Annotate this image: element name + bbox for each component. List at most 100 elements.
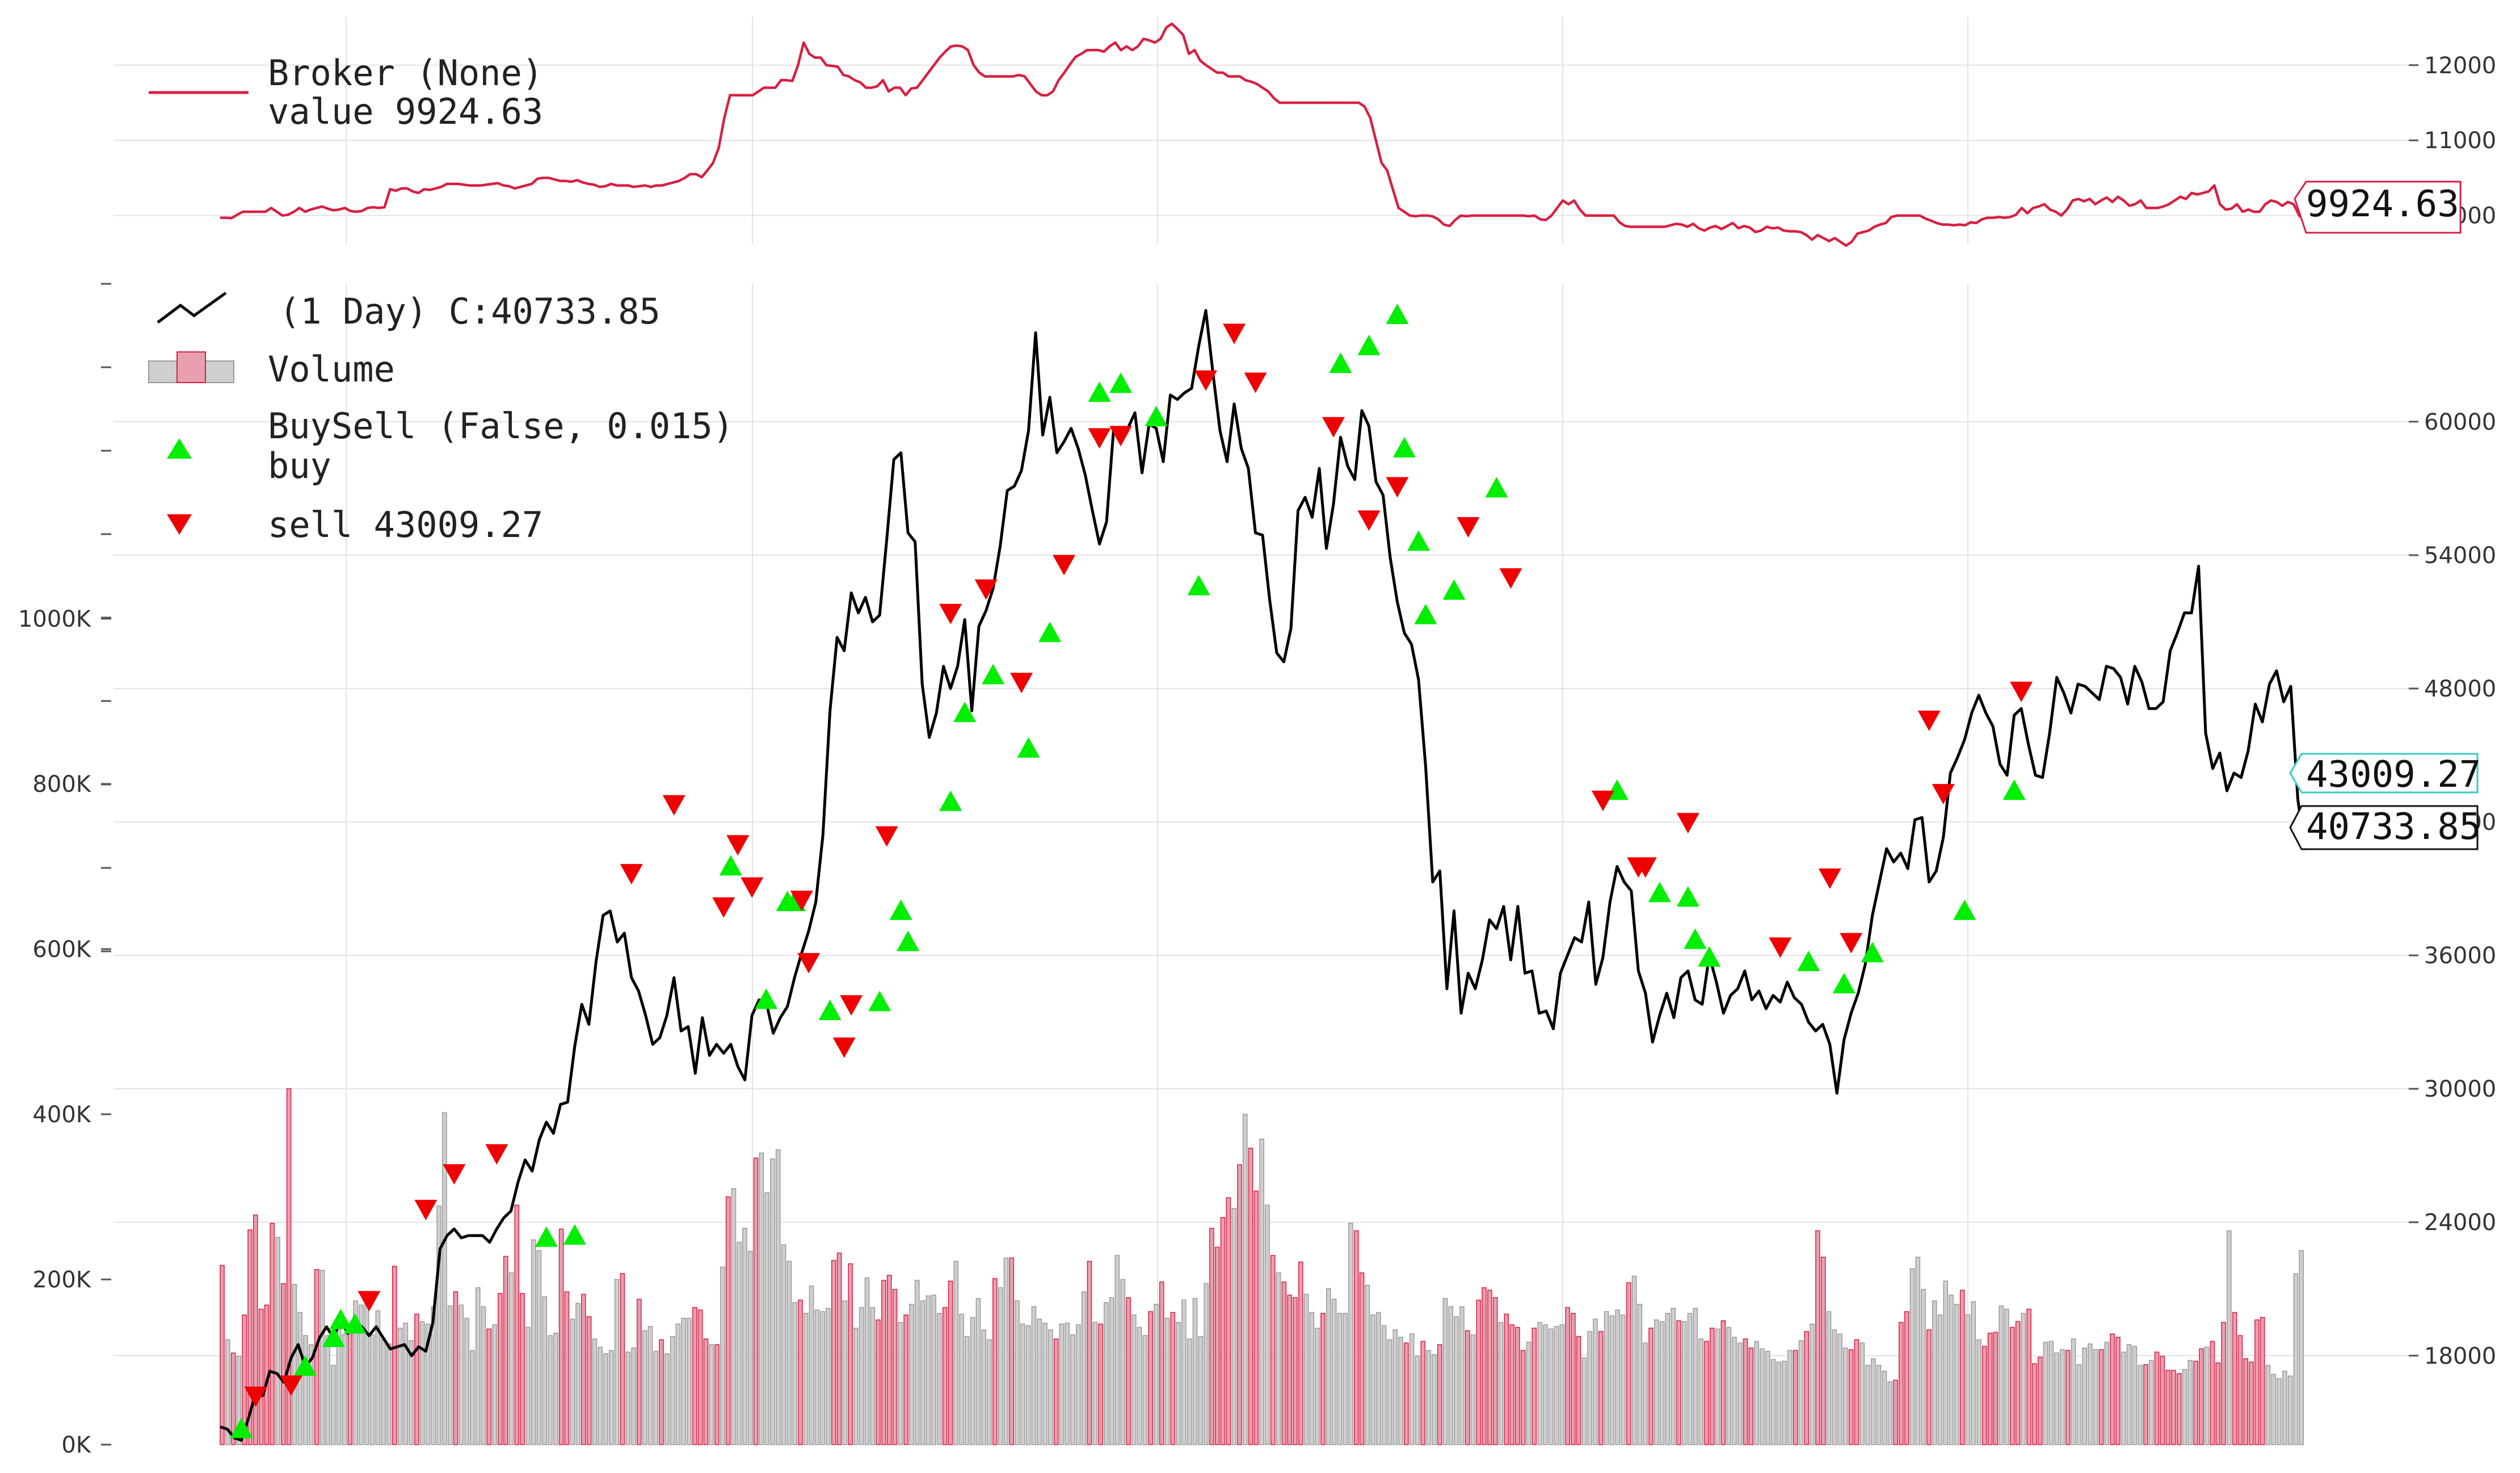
buy-marker: [329, 1308, 352, 1329]
volume-bar-down: [1326, 1288, 1331, 1445]
volume-bar-down: [914, 1279, 920, 1445]
sell-marker: [485, 1144, 508, 1165]
volume-bar-down: [1331, 1299, 1337, 1445]
volume-bar-down: [1621, 1314, 1626, 1445]
broker-panel: 120001100010000 Broker (None) value 9924…: [113, 17, 2496, 247]
volume-bar-up: [581, 1294, 586, 1445]
volume-bar-down: [1454, 1316, 1459, 1445]
volume-bar-up: [836, 1252, 842, 1445]
volume-bar-up: [1298, 1261, 1303, 1445]
volume-bar-down: [1526, 1341, 1532, 1445]
volume-bar-down: [1204, 1283, 1209, 1445]
volume-bar-up: [876, 1319, 881, 1445]
volume-bar-up: [1709, 1328, 1715, 1445]
volume-bar-down: [1070, 1334, 1075, 1445]
broker-legend-title: Broker (None): [268, 52, 543, 94]
volume-bar-down: [1092, 1321, 1098, 1445]
volume-bar-down: [1949, 1294, 1954, 1445]
volume-bar-down: [236, 1356, 242, 1445]
sell-marker: [1591, 790, 1614, 811]
volume-bar-up: [1353, 1230, 1359, 1445]
volume-bar-down: [1315, 1328, 1320, 1445]
volume-bar-down: [2187, 1359, 2193, 1445]
broker-tick-label: 12000: [2424, 53, 2496, 79]
volume-bar-down: [1137, 1327, 1142, 1445]
volume-bar-down: [1999, 1305, 2004, 1445]
volume-bar-down: [369, 1334, 375, 1445]
sell-marker: [2010, 681, 2033, 702]
volume-bar-down: [403, 1323, 409, 1445]
volume-bar-down: [525, 1327, 531, 1445]
volume-bar-up: [281, 1283, 286, 1445]
volume-bar-down: [1976, 1339, 1981, 1445]
volume-bar-up: [1148, 1311, 1154, 1445]
volume-bar-up: [2154, 1352, 2160, 1445]
volume-bar-up: [1848, 1349, 1854, 1445]
volume-bar-up: [1982, 1346, 1987, 1445]
volume-bar-down: [419, 1321, 425, 1445]
buy-marker: [535, 1226, 558, 1247]
volume-bar-down: [864, 1277, 870, 1445]
sell-marker: [1244, 372, 1267, 393]
buy-marker: [897, 930, 920, 951]
close-price-line: [220, 309, 2307, 1442]
volume-bar-down: [1659, 1321, 1665, 1445]
volume-bar-down: [2277, 1378, 2282, 1445]
price-legend: (1 Day) C:40733.85 Volume BuySell (False…: [148, 291, 734, 545]
volume-tick-label: 800K: [32, 771, 91, 798]
volume-bar-down: [1081, 1291, 1087, 1445]
close-tag-label: 40733.85: [2306, 806, 2481, 848]
volume-bar-down: [953, 1261, 959, 1445]
volume-bar-down: [309, 1344, 314, 1445]
volume-bar-down: [814, 1310, 820, 1445]
volume-bar-down: [870, 1307, 876, 1445]
volume-bar-down: [1392, 1329, 1398, 1445]
volume-bar-up: [1743, 1338, 1748, 1445]
volume-bar-up: [1126, 1297, 1131, 1445]
volume-bar-down: [925, 1295, 931, 1445]
volume-bar-up: [1565, 1307, 1570, 1445]
buy-marker: [1407, 530, 1430, 551]
volume-bar-up: [2032, 1363, 2037, 1445]
volume-bar-up: [903, 1314, 908, 1445]
broker-last-value-tag: 9924.63: [2294, 181, 2462, 234]
volume-bar-down: [809, 1285, 814, 1445]
volume-bar-down: [397, 1328, 403, 1445]
volume-bar-down: [2021, 1312, 2026, 1445]
volume-bar-down: [1965, 1314, 1971, 1445]
sell-marker: [279, 1375, 302, 1396]
volume-bar-up: [1515, 1327, 1520, 1445]
volume-bar-down: [1198, 1336, 1204, 1445]
volume-bar-down: [2293, 1273, 2299, 1445]
volume-bar-up: [942, 1307, 948, 1445]
volume-bar-down: [2148, 1359, 2154, 1445]
volume-bar-down: [1937, 1314, 1943, 1445]
volume-bar-down: [764, 1192, 769, 1445]
volume-bar-down: [275, 1237, 280, 1445]
volume-bar-up: [2110, 1333, 2115, 1445]
buy-marker: [1485, 477, 1508, 498]
volume-bar-down: [1309, 1312, 1315, 1445]
volume-bar-down: [1031, 1306, 1037, 1445]
volume-bar-down: [1887, 1381, 1893, 1445]
volume-bar-up: [1226, 1197, 1231, 1445]
volume-bar-up: [1676, 1320, 1681, 1445]
volume-bar-down: [325, 1335, 330, 1445]
volume-bar-up: [1748, 1348, 1754, 1445]
volume-bar-down: [653, 1350, 659, 1445]
volume-tick-label: 1000K: [18, 606, 92, 632]
volume-bar-down: [2138, 1365, 2143, 1445]
volume-bar-up: [503, 1256, 508, 1445]
volume-bar-up: [2176, 1373, 2182, 1445]
volume-bar-up: [1087, 1261, 1092, 1445]
volume-tick-label: 200K: [32, 1267, 91, 1293]
volume-bar-up: [1359, 1272, 1365, 1445]
volume-bar-down: [375, 1310, 381, 1445]
sell-legend-label: sell 43009.27: [268, 504, 543, 545]
volume-bar-down: [1192, 1298, 1198, 1445]
volume-bar-down: [292, 1283, 297, 1445]
volume-bar-down: [1609, 1315, 1615, 1445]
buy-marker: [1017, 737, 1040, 758]
volume-bar-down: [1726, 1327, 1731, 1445]
volume-bar-down: [1715, 1328, 1720, 1445]
